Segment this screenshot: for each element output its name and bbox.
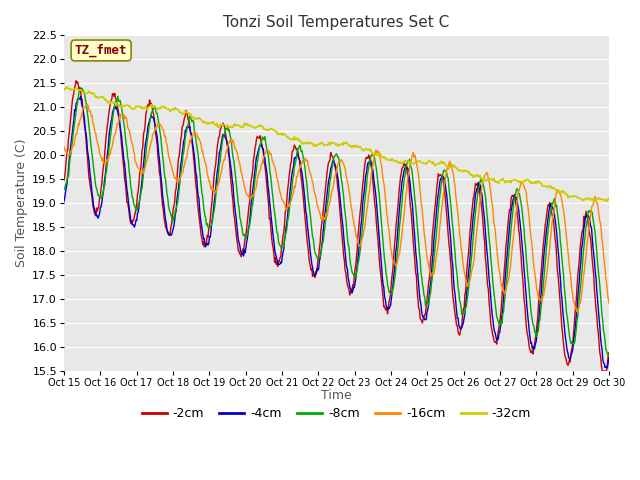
- Line: -8cm: -8cm: [64, 88, 609, 356]
- -32cm: [419, 160, 427, 166]
- -2cm: [605, 350, 612, 356]
- Line: -32cm: -32cm: [64, 87, 609, 201]
- -4cm: [60, 199, 68, 204]
- -4cm: [403, 166, 411, 171]
- -32cm: [127, 105, 134, 111]
- Line: -2cm: -2cm: [64, 81, 609, 371]
- -8cm: [182, 131, 190, 137]
- -2cm: [403, 170, 411, 176]
- -4cm: [605, 355, 612, 360]
- -4cm: [77, 94, 84, 99]
- -16cm: [84, 101, 92, 107]
- -32cm: [182, 108, 190, 114]
- Title: Tonzi Soil Temperatures Set C: Tonzi Soil Temperatures Set C: [223, 15, 449, 30]
- Text: TZ_fmet: TZ_fmet: [75, 44, 127, 57]
- -8cm: [605, 353, 612, 359]
- -32cm: [604, 198, 611, 204]
- -16cm: [573, 309, 581, 315]
- -2cm: [60, 177, 68, 183]
- -2cm: [211, 167, 219, 173]
- -16cm: [605, 300, 612, 306]
- -2cm: [600, 368, 607, 374]
- -16cm: [182, 156, 190, 161]
- -32cm: [605, 195, 612, 201]
- Y-axis label: Soil Temperature (C): Soil Temperature (C): [15, 139, 28, 267]
- -16cm: [403, 179, 411, 184]
- -4cm: [70, 118, 77, 123]
- -16cm: [60, 144, 68, 150]
- -4cm: [419, 313, 427, 319]
- Line: -16cm: -16cm: [64, 104, 609, 312]
- Legend: -2cm, -4cm, -8cm, -16cm, -32cm: -2cm, -4cm, -8cm, -16cm, -32cm: [136, 402, 536, 425]
- -4cm: [127, 217, 134, 223]
- -2cm: [182, 108, 190, 113]
- -32cm: [211, 122, 219, 128]
- -8cm: [403, 159, 411, 165]
- Line: -4cm: -4cm: [64, 96, 609, 368]
- -8cm: [60, 186, 68, 192]
- -4cm: [604, 365, 611, 371]
- X-axis label: Time: Time: [321, 389, 352, 402]
- -8cm: [211, 204, 219, 209]
- -32cm: [63, 84, 71, 90]
- -2cm: [127, 220, 134, 226]
- -16cm: [127, 134, 134, 140]
- -4cm: [211, 194, 219, 200]
- -4cm: [182, 128, 190, 133]
- -2cm: [72, 78, 80, 84]
- -32cm: [403, 159, 411, 165]
- -16cm: [70, 143, 77, 148]
- -32cm: [60, 86, 68, 92]
- -8cm: [419, 285, 427, 291]
- -2cm: [419, 315, 427, 321]
- -16cm: [211, 189, 219, 195]
- -8cm: [70, 125, 77, 131]
- -8cm: [127, 184, 134, 190]
- -32cm: [71, 86, 79, 92]
- -2cm: [70, 90, 77, 96]
- -16cm: [419, 218, 427, 224]
- -8cm: [78, 85, 86, 91]
